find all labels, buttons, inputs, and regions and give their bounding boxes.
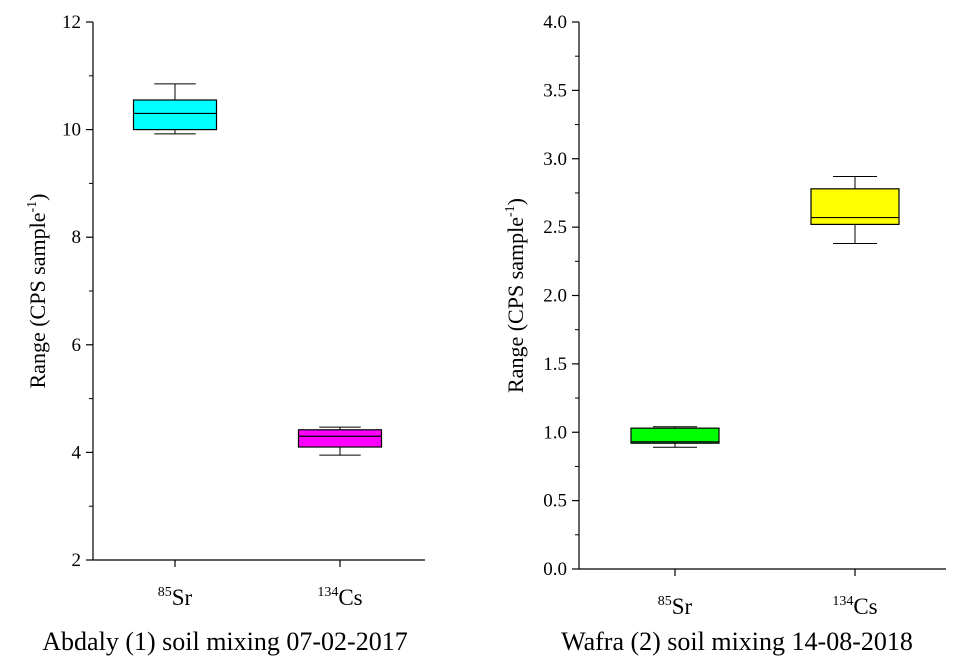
y-tick-label: 2.5 [543,217,567,238]
box-iqr [810,188,900,225]
y-tick-label: 6 [72,335,82,356]
box-1 [132,83,218,135]
chart-caption: Abdaly (1) soil mixing 07-02-2017 [42,627,407,656]
y-tick-label: 8 [72,227,82,248]
y-tick-label: 0.0 [543,559,567,580]
y-tick-label: 4.0 [543,12,567,33]
x-tick-label: 134Cs [832,594,877,619]
chart-caption: Wafra (2) soil mixing 14-08-2018 [561,627,913,656]
y-tick-label: 2 [72,550,82,571]
y-axis-title: Range (CPS sample-1) [25,194,50,389]
box-iqr [297,429,383,448]
chart-panel-1: 2 4 6 8 10 12 85Sr 134Cs Range (CPS sample-1) Abd… [25,12,425,656]
y-tick-label: 12 [62,12,81,33]
y-tick-label: 3.5 [543,80,567,101]
x-tick-label: 85Sr [658,594,693,619]
y-axis-title: Range (CPS sample-1) [503,198,528,393]
y-tick-label: 1.0 [543,422,567,443]
y-tick-label: 4 [72,442,82,463]
box-2 [810,176,900,245]
y-tick-label: 1.5 [543,354,567,375]
chart-panel-2: 0.0 0.5 1.0 1.5 2.0 2.5 3.0 3.5 4.0 85Sr 134Cs Rang… [503,12,946,656]
y-tick-label: 10 [62,120,81,141]
box-1 [630,426,720,448]
y-tick-label: 2.0 [543,286,567,307]
x-tick-label: 134Cs [317,585,362,610]
y-tick-label: 0.5 [543,491,567,512]
box-iqr [630,427,720,444]
box-2 [297,426,383,456]
box-iqr [132,99,218,131]
y-tick-label: 3.0 [543,149,567,170]
x-tick-label: 85Sr [158,585,193,610]
